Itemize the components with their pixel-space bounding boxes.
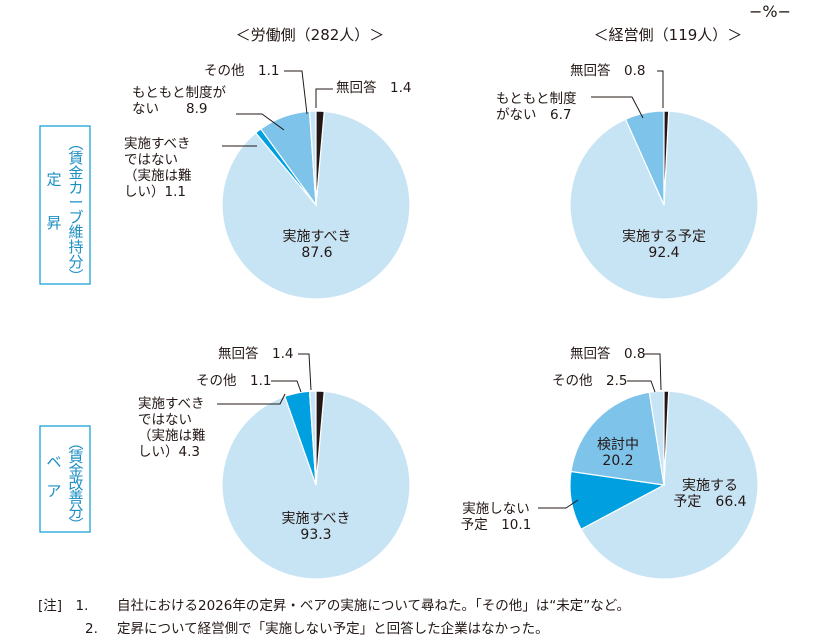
- pie-slice-mgmt-bea-2: [570, 391, 665, 486]
- pie-mgmt-bea: 実施する予定 66.4 実施しない予定 10.1 検討中 20.2 その他 2.5 無回答…: [461, 345, 759, 580]
- pie-slice-labor-bea-0: [221, 390, 411, 580]
- leader-line: [298, 353, 312, 391]
- row-label-sub-char: 賃: [68, 149, 83, 167]
- row-label-main-char: ア: [46, 482, 61, 500]
- row-label-main-char: 定: [46, 170, 61, 188]
- slice-label-mgmt-teisho-2: 無回答 0.8: [570, 62, 645, 79]
- slice-label-labor-teisho-1: 実施すべきではない（実施は難しい）1.1: [124, 136, 192, 200]
- pie-labor-bea: 実施すべき 93.3 実施すべきではない（実施は難しい）4.3 その他 1.1 無回答 …: [138, 345, 411, 580]
- leader-line: [315, 88, 333, 108]
- slice-label-labor-teisho-0: 実施すべき 87.6: [282, 229, 351, 261]
- slice-label-labor-bea-1: 実施すべきではない（実施は難しい）4.3: [138, 396, 206, 460]
- row-label-sub-char: ︶: [68, 268, 83, 286]
- leader-line: [538, 499, 579, 509]
- leader-line: [643, 353, 662, 391]
- pie-slice-mgmt-teisho-2: [663, 110, 670, 206]
- slice-label-labor-teisho-3: その他 1.1: [204, 63, 279, 79]
- column-header-labor: ＜労働側（282人）＞: [236, 26, 385, 44]
- leader-line: [271, 380, 302, 393]
- slice-label-mgmt-teisho-1: もともと制度がない 6.7: [496, 91, 576, 123]
- row-label-sub-char: 分: [68, 502, 83, 520]
- row-label-sub-char: 善: [68, 489, 83, 507]
- row-label-sub-char: 賃: [68, 448, 83, 466]
- slice-label-mgmt-teisho-0: 実施する予定 92.4: [622, 229, 706, 261]
- row-label-sub-char: 改: [68, 475, 83, 493]
- slice-label-labor-bea-2: その他 1.1: [196, 373, 271, 389]
- pie-slice-labor-teisho-4: [315, 110, 325, 206]
- row-label-box: [39, 425, 91, 533]
- slice-label-labor-teisho-2: もともと制度がない 8.9: [132, 85, 226, 117]
- leader-line: [236, 113, 285, 131]
- row-label-box: [39, 125, 91, 285]
- row-label-sub-char: 維: [68, 223, 83, 241]
- pie-charts: 実施すべき 87.6 実施すべきではない（実施は難しい）1.1 もともと制度がない 8…: [124, 62, 759, 580]
- note-1-text: 自社における2026年の定昇・ベアの実施について尋ねた。「その他」は“未定”など…: [117, 598, 630, 614]
- row-label-sub-char: 金: [68, 164, 83, 182]
- row-label-sub-char: ブ: [68, 208, 83, 226]
- row-label-sub-char: 持: [68, 238, 83, 256]
- slice-label-mgmt-bea-2: 検討中 20.2: [597, 437, 639, 469]
- row-label-main-char: 昇: [46, 214, 61, 232]
- row-label-main-char: ベ: [46, 453, 61, 471]
- note-2-number: 2.: [85, 621, 98, 637]
- slice-label-labor-bea-0: 実施すべき 93.3: [281, 511, 350, 543]
- pie-mgmt-teisho: 実施する予定 92.4 もともと制度がない 6.7 無回答 0.8: [496, 62, 759, 300]
- row-label-sub-char: カ: [68, 179, 83, 197]
- pie-slice-mgmt-bea-0: [580, 390, 759, 580]
- note-2-text: 定昇について経営側で「実施しない予定」と回答した企業はなかった。: [117, 620, 549, 637]
- slice-label-mgmt-bea-4: 無回答 0.8: [570, 345, 645, 362]
- unit-label: −%−: [749, 2, 791, 21]
- column-header-management: ＜経営側（119人）＞: [594, 26, 743, 44]
- slice-label-mgmt-bea-3: その他 2.5: [552, 373, 627, 389]
- pie-slice-mgmt-bea-4: [663, 390, 670, 486]
- slice-label-labor-teisho-4: 無回答 1.4: [336, 79, 411, 96]
- slice-label-mgmt-bea-1: 実施しない予定 10.1: [461, 501, 532, 533]
- leader-line: [627, 380, 656, 393]
- slice-label-mgmt-bea-0: 実施する予定 66.4: [673, 478, 746, 510]
- row-label-sub-char: 金: [68, 461, 83, 479]
- pie-labor-teisho: 実施すべき 87.6 実施すべきではない（実施は難しい）1.1 もともと制度がない 8…: [124, 63, 411, 300]
- row-label-sub-char: 分: [68, 253, 83, 271]
- row-label-sub-char: ︵: [68, 434, 83, 452]
- leader-line: [217, 393, 286, 405]
- note-1-number: [注] 1.: [38, 598, 88, 614]
- leader-line: [284, 70, 308, 115]
- row-label-sub-char: ︵: [68, 134, 83, 152]
- pie-slice-labor-bea-3: [315, 390, 325, 486]
- leader-line: [591, 96, 644, 119]
- row-label-sub-char: ︶: [68, 516, 83, 534]
- slice-label-labor-bea-3: 無回答 1.4: [218, 345, 293, 362]
- leader-line: [657, 70, 664, 108]
- row-label-sub-char: ー: [68, 194, 83, 212]
- notes: [注] 1. 自社における2026年の定昇・ベアの実施について尋ねた。「その他」…: [38, 598, 630, 637]
